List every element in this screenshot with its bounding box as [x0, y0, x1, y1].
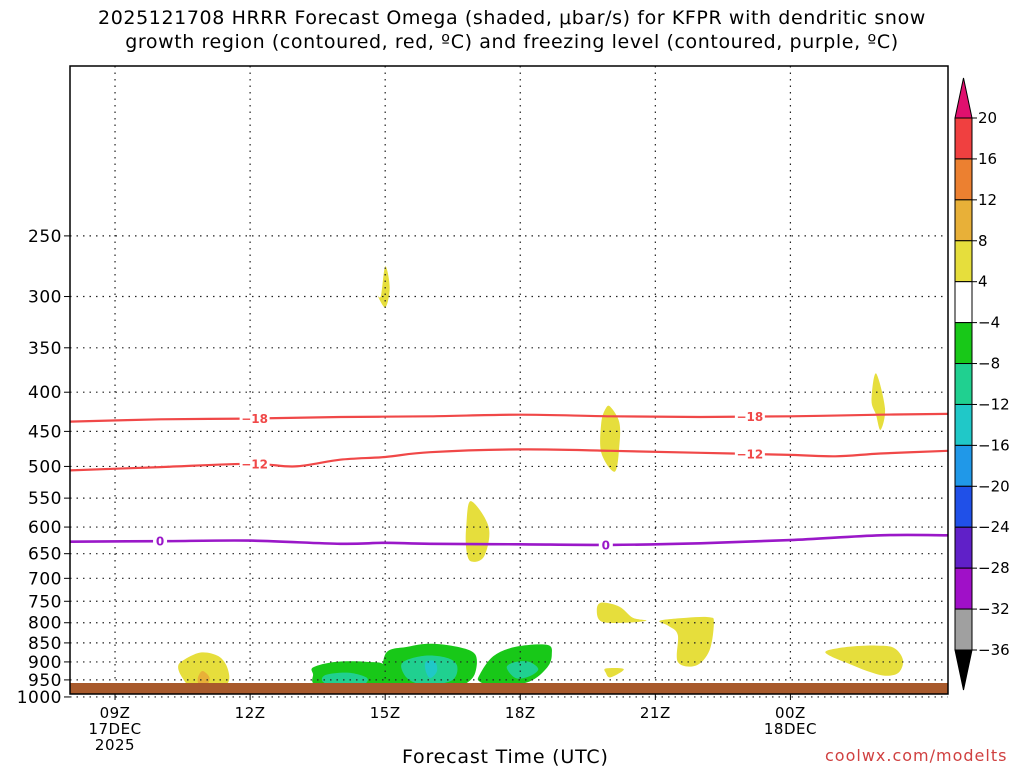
colorbar-bin-2 [954, 158, 973, 201]
y-tick-label-350: 350 [28, 339, 62, 359]
y-tick-label-300: 300 [28, 288, 62, 308]
contour-label-minus12-1: −12 [737, 447, 764, 461]
grid-lines [70, 66, 948, 698]
colorbar-label-11: −28 [978, 559, 1010, 577]
omega-region-up-420 [871, 373, 886, 430]
colorbar-label-13: −36 [978, 641, 1010, 659]
colorbar-bin-13 [954, 608, 973, 651]
y-tick-label-500: 500 [28, 457, 62, 477]
omega-region-down-c-core [506, 661, 539, 679]
x-axis-label: Forecast Time (UTC) [402, 746, 609, 768]
contour-label-bg-minus18-1 [734, 409, 765, 424]
colorbar-top-arrow [954, 77, 973, 119]
omega-region-up-620 [465, 501, 490, 562]
contour-minus18 [70, 412, 948, 423]
y-tick-label-950: 950 [28, 671, 62, 691]
contour-label-bg-zero-0 [153, 534, 168, 549]
colorbar-bin-8 [954, 403, 973, 446]
contour-zero [70, 533, 948, 547]
colorbar-label-2: 12 [978, 191, 997, 209]
chart-title-line-2: growth region (contoured, red, ºC) and f… [125, 31, 899, 53]
source-credit: coolwx.com/modelts [825, 746, 1008, 765]
y-tick-label-900: 900 [28, 653, 62, 673]
y-tick-label-250: 250 [28, 227, 62, 247]
x-tick-label-h21-0: 21Z [640, 704, 671, 722]
omega-region-up-880 [825, 645, 904, 676]
colorbar-bin-11 [954, 526, 973, 569]
x-tick-label-h24-0: 00Z [775, 704, 806, 722]
colorbar-label-5: −4 [978, 314, 1000, 332]
omega-region-up-300 [376, 266, 390, 308]
omega-region-up-440 [600, 405, 621, 472]
colorbar-bin-4 [954, 240, 973, 283]
y-tick-label-600: 600 [28, 518, 62, 538]
contour-label-minus12-0: −12 [241, 458, 268, 472]
x-tick-label-h9-1: 17DEC [88, 720, 141, 738]
plot-frame [69, 65, 949, 695]
colorbar-label-0: 20 [978, 109, 997, 127]
contour-label-zero-0: 0 [156, 535, 164, 549]
temperature-contour-layer: −18 −18 −12 −12 0 0 [70, 409, 948, 552]
y-tick-label-550: 550 [28, 489, 62, 509]
colorbar-bin-7 [954, 363, 973, 405]
omega-colorbar: 20 16 12 8 4 −4 −8 −12 −16 −20 −24 −28 −32 −36 [954, 77, 1010, 691]
colorbar-bin-3 [954, 199, 973, 242]
omega-region-down-b-center [424, 660, 438, 679]
x-tick-label-h18-0: 18Z [505, 704, 536, 722]
contour-label-minus18-1: −18 [737, 410, 764, 424]
colorbar-bin-1 [954, 117, 973, 160]
colorbar-label-3: 8 [978, 232, 988, 250]
colorbar-label-7: −12 [978, 395, 1010, 413]
y-axis: 2503003504004505005506006507007508008509… [17, 227, 70, 708]
omega-region-up-940-core [197, 670, 210, 687]
omega-region-up-800 [659, 616, 714, 667]
colorbar-label-6: −8 [978, 355, 1000, 373]
ground-strip [70, 683, 948, 694]
contour-label-minus18-0: −18 [241, 412, 268, 426]
colorbar-bin-6 [954, 322, 973, 365]
contour-minus12 [70, 448, 948, 472]
x-tick-label-h24-1: 18DEC [764, 720, 817, 738]
x-tick-label-h9-0: 09Z [100, 704, 131, 722]
y-tick-label-850: 850 [28, 634, 62, 654]
contour-label-bg-minus12-0 [239, 457, 270, 472]
omega-region-up-760 [596, 602, 647, 623]
y-tick-label-700: 700 [28, 569, 62, 589]
chart-title-line-1: 2025121708 HRRR Forecast Omega (shaded, … [98, 7, 926, 29]
omega-region-up-925 [604, 668, 624, 678]
y-tick-label-450: 450 [28, 422, 62, 442]
colorbar-bin-9 [954, 444, 973, 487]
colorbar-label-1: 16 [978, 150, 997, 168]
colorbar-label-12: −32 [978, 600, 1010, 618]
y-tick-label-1000: 1000 [17, 688, 62, 708]
colorbar-label-9: −20 [978, 477, 1010, 495]
colorbar-bin-12 [954, 567, 973, 610]
chart-title: 2025121708 HRRR Forecast Omega (shaded, … [0, 6, 1024, 54]
colorbar-bottom-arrow [954, 649, 973, 691]
colorbar-label-10: −24 [978, 518, 1010, 536]
y-tick-label-400: 400 [28, 383, 62, 403]
colorbar-bin-5 [954, 281, 973, 324]
contour-label-bg-minus12-1 [734, 446, 765, 461]
y-tick-label-750: 750 [28, 592, 62, 612]
x-tick-label-h15-0: 15Z [370, 704, 401, 722]
colorbar-bin-10 [954, 485, 973, 528]
colorbar-label-8: −16 [978, 436, 1010, 454]
x-tick-label-h12-0: 12Z [235, 704, 266, 722]
contour-label-bg-minus18-0 [239, 411, 270, 426]
contour-label-bg-zero-1 [598, 537, 613, 552]
contour-label-zero-1: 0 [602, 538, 610, 552]
x-tick-label-h9-2: 2025 [95, 736, 135, 754]
omega-shading-layer [178, 266, 904, 694]
y-tick-label-650: 650 [28, 545, 62, 565]
y-tick-label-800: 800 [28, 614, 62, 634]
colorbar-label-4: 4 [978, 273, 988, 291]
